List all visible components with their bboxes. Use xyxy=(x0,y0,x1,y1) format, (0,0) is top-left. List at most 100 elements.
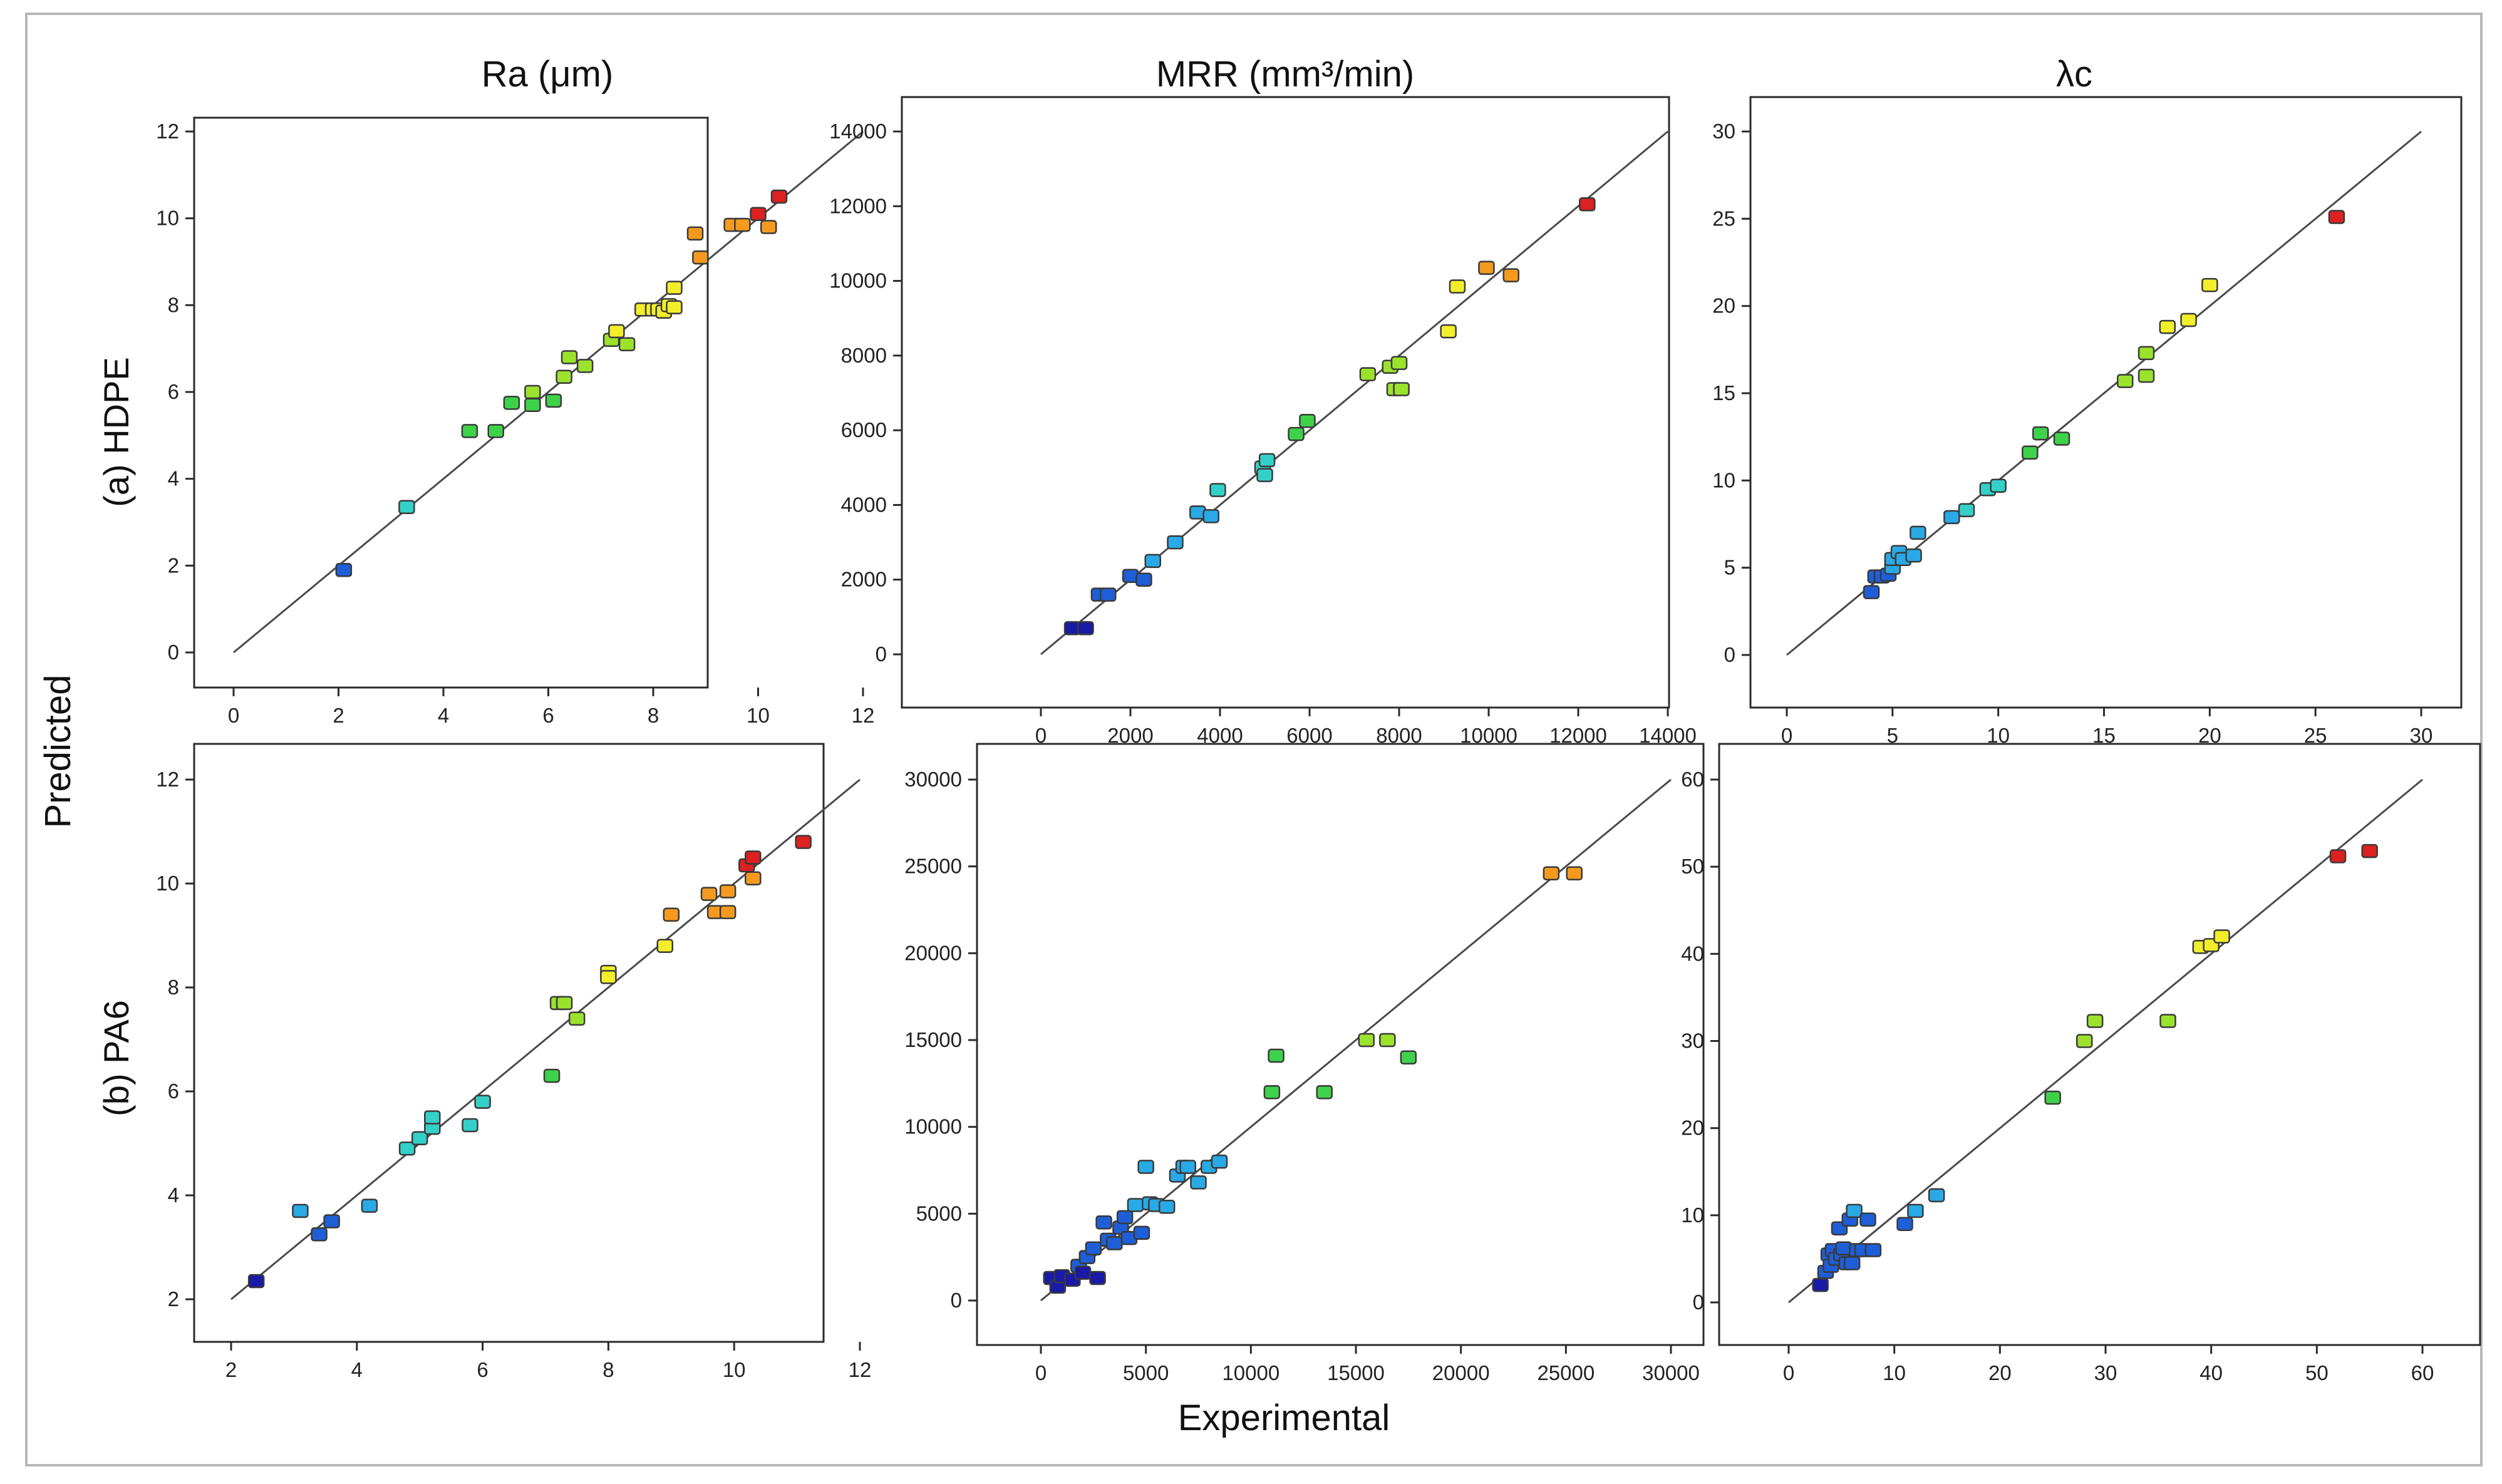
data-point-mrr-pa6 xyxy=(1316,1085,1333,1100)
data-point-mrr-pa6 xyxy=(1179,1160,1196,1174)
y-tick-label-ra-hdpe: 12 xyxy=(156,120,179,143)
data-point-lambda-pa6 xyxy=(1928,1188,1945,1203)
data-point-lambda-hdpe xyxy=(1943,510,1960,525)
x-tick-label-ra-hdpe: 0 xyxy=(228,704,239,727)
data-point-ra-hdpe xyxy=(760,220,777,234)
y-tick-label-mrr-hdpe: 8000 xyxy=(841,344,887,367)
data-point-mrr-hdpe xyxy=(1167,535,1184,550)
data-point-ra-pa6 xyxy=(745,871,762,885)
data-point-mrr-hdpe xyxy=(1144,554,1161,569)
y-tick-label-mrr-hdpe: 0 xyxy=(876,642,887,666)
data-point-ra-hdpe xyxy=(545,393,562,408)
data-point-mrr-pa6 xyxy=(1211,1154,1228,1169)
y-tick-label-mrr-hdpe: 12000 xyxy=(829,194,887,217)
data-point-ra-pa6 xyxy=(474,1095,491,1109)
y-tick-label-lambda-hdpe: 30 xyxy=(1712,120,1735,143)
data-point-mrr-pa6 xyxy=(1074,1265,1092,1280)
data-point-lambda-pa6 xyxy=(2044,1090,2061,1105)
data-point-mrr-hdpe xyxy=(1256,468,1273,482)
reference-line-mrr-hdpe xyxy=(1040,130,1668,656)
data-point-lambda-hdpe xyxy=(2022,445,2039,460)
data-point-ra-pa6 xyxy=(656,939,674,953)
x-tick-label-lambda-hdpe: 5 xyxy=(1887,724,1898,747)
data-point-ra-hdpe xyxy=(487,424,504,438)
data-point-mrr-hdpe xyxy=(1135,572,1152,587)
column-title-mrr: MRR (mm³/min) xyxy=(1156,54,1414,95)
data-point-ra-pa6 xyxy=(568,1011,586,1026)
chart-lambda-pa6: 0 10 20 30 40 50 60 0 10 20 30 40 50 60 xyxy=(1681,743,2481,1384)
y-tick-label-ra-hdpe: 4 xyxy=(168,467,179,490)
data-point-mrr-pa6 xyxy=(1116,1210,1134,1225)
y-tick-label-ra-pa6: 10 xyxy=(156,872,179,895)
data-point-lambda-hdpe xyxy=(2328,210,2345,224)
y-tick-label-mrr-pa6: 30000 xyxy=(904,768,962,791)
y-tick-label-mrr-hdpe: 10000 xyxy=(829,269,887,292)
x-tick-label-ra-hdpe: 12 xyxy=(852,704,875,727)
data-point-ra-pa6 xyxy=(663,907,680,922)
data-point-mrr-hdpe xyxy=(1100,587,1117,602)
x-tick-label-mrr-hdpe: 0 xyxy=(1035,724,1047,747)
y-tick-label-lambda-hdpe: 10 xyxy=(1712,468,1735,492)
y-tick-label-ra-hdpe: 10 xyxy=(156,207,179,230)
x-tick-label-lambda-pa6: 20 xyxy=(1988,1361,2012,1384)
data-point-mrr-hdpe xyxy=(1202,509,1219,523)
data-point-ra-hdpe xyxy=(524,384,541,399)
x-tick-label-mrr-pa6: 0 xyxy=(1035,1361,1047,1384)
data-point-lambda-hdpe xyxy=(1910,525,1926,540)
y-tick-label-ra-pa6: 4 xyxy=(168,1183,179,1207)
data-point-mrr-hdpe xyxy=(1390,356,1408,371)
y-tick-label-mrr-pa6: 25000 xyxy=(904,855,962,878)
data-point-lambda-pa6 xyxy=(2361,843,2378,858)
data-point-ra-pa6 xyxy=(543,1068,561,1083)
data-point-mrr-hdpe xyxy=(1299,413,1316,428)
y-tick-label-lambda-pa6: 40 xyxy=(1681,942,1704,965)
data-point-mrr-hdpe xyxy=(1449,279,1466,294)
x-tick-label-ra-pa6: 8 xyxy=(602,1358,614,1381)
data-point-ra-hdpe xyxy=(576,359,594,373)
data-point-ra-pa6 xyxy=(411,1131,428,1145)
data-point-ra-pa6 xyxy=(719,884,737,899)
data-point-mrr-pa6 xyxy=(1268,1048,1285,1063)
x-tick-label-ra-hdpe: 4 xyxy=(438,704,449,727)
y-tick-label-lambda-pa6: 0 xyxy=(1693,1291,1704,1314)
data-point-ra-hdpe xyxy=(666,300,683,315)
y-tick-label-lambda-pa6: 30 xyxy=(1681,1029,1704,1053)
data-point-lambda-hdpe xyxy=(1958,503,1975,517)
data-point-mrr-hdpe xyxy=(1288,426,1305,441)
data-point-ra-hdpe xyxy=(734,217,751,232)
data-point-lambda-pa6 xyxy=(2076,1034,2093,1048)
y-tick-label-mrr-pa6: 20000 xyxy=(904,941,962,964)
data-point-ra-hdpe xyxy=(561,350,578,364)
x-tick-label-mrr-pa6: 30000 xyxy=(1642,1361,1700,1384)
x-tick-label-lambda-pa6: 50 xyxy=(2305,1361,2329,1384)
data-point-mrr-pa6 xyxy=(1106,1236,1123,1250)
x-tick-label-mrr-pa6: 5000 xyxy=(1123,1361,1169,1384)
x-tick-label-mrr-pa6: 10000 xyxy=(1222,1361,1279,1384)
data-point-ra-hdpe xyxy=(398,500,415,514)
y-tick-label-lambda-hdpe: 25 xyxy=(1712,207,1735,230)
data-point-ra-pa6 xyxy=(556,996,573,1011)
data-point-lambda-hdpe xyxy=(1863,585,1880,599)
data-point-mrr-hdpe xyxy=(1393,382,1410,396)
data-point-ra-pa6 xyxy=(398,1141,416,1156)
data-point-mrr-hdpe xyxy=(1258,453,1276,468)
chart-mrr-pa6: 0 5000 10000 15000 20000 25000 30000 0 5000 10000… xyxy=(904,743,1705,1384)
data-point-ra-hdpe xyxy=(750,207,767,221)
data-point-lambda-hdpe xyxy=(2201,277,2218,292)
reference-line-mrr-pa6 xyxy=(1040,778,1672,1302)
data-point-lambda-hdpe xyxy=(2138,346,2155,361)
reference-line-lambda-pa6 xyxy=(1788,778,2423,1304)
x-tick-label-ra-hdpe: 2 xyxy=(333,704,344,727)
data-point-ra-pa6 xyxy=(719,905,737,919)
y-tick-label-mrr-pa6: 10000 xyxy=(904,1115,962,1138)
data-point-mrr-pa6 xyxy=(1127,1198,1144,1212)
data-point-mrr-pa6 xyxy=(1543,866,1560,881)
plot-frame-ra-hdpe xyxy=(193,116,709,689)
data-point-ra-hdpe xyxy=(608,324,625,339)
y-tick-label-lambda-hdpe: 0 xyxy=(1724,643,1735,666)
y-tick-label-ra-pa6: 8 xyxy=(168,976,179,999)
x-tick-label-ra-pa6: 4 xyxy=(351,1358,363,1381)
y-tick-label-lambda-pa6: 10 xyxy=(1681,1203,1704,1227)
y-tick-label-mrr-pa6: 15000 xyxy=(904,1028,962,1051)
